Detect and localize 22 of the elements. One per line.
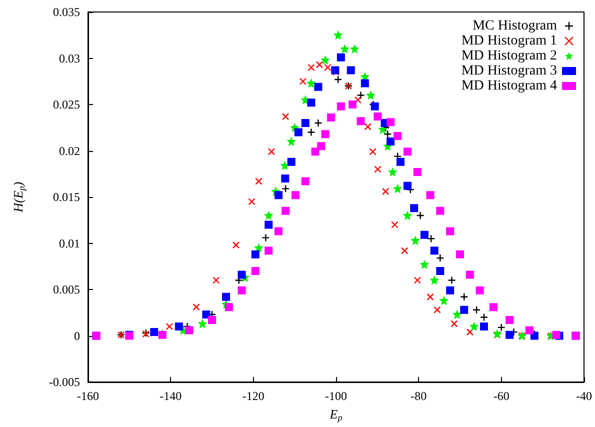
legend-label: MD Histogram 2 (461, 48, 557, 64)
x-tick-label: -80 (410, 389, 427, 403)
y-tick-label: -0.005 (49, 375, 80, 389)
x-tick-label: -120 (242, 389, 264, 403)
y-tick-label: 0.02 (59, 144, 80, 158)
y-tick-label: 0.03 (59, 51, 80, 66)
y-tick-label: 0.035 (53, 5, 80, 19)
y-axis-title: H(Ep) (10, 182, 26, 214)
y-tick-label: 0.005 (53, 282, 80, 296)
y-tick-label: 0.025 (53, 98, 80, 112)
y-tick-label: 0.015 (53, 190, 80, 204)
y-tick-label: 0 (74, 328, 80, 343)
x-tick-label: -140 (160, 389, 182, 403)
legend-label: MC Histogram (472, 18, 558, 34)
legend-label: MD Histogram 1 (461, 34, 557, 48)
y-tick-label: 0.01 (59, 236, 80, 250)
legend-label: MD Histogram 4 (461, 78, 557, 94)
x-tick-label: -40 (576, 389, 592, 403)
legend-label: MD Histogram 3 (461, 64, 557, 78)
x-tick-label: -100 (325, 389, 347, 403)
x-tick-label: -160 (77, 389, 99, 403)
x-tick-label: -60 (493, 389, 510, 403)
